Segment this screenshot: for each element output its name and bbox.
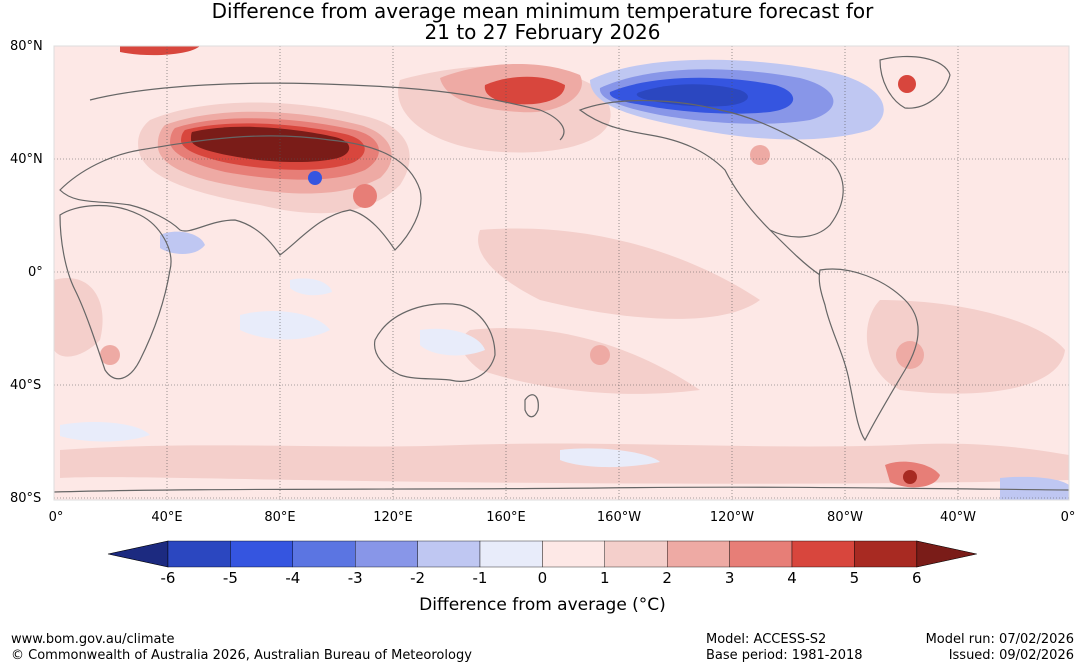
lon-label-0-left: 0° [48,510,64,525]
lon-label-80w: 80°W [827,510,863,525]
anomaly-fields [54,46,1069,500]
anomaly-region-arabian-sea-cold [160,231,205,254]
anomaly-region-indian-ocean-cold [240,310,330,340]
anomaly-region-tibet-cold [308,171,322,185]
coastline-central-america [769,229,821,276]
colorbar-segment [417,540,481,568]
colorbar-segment [854,540,918,568]
colorbar-segment [667,540,730,568]
colorbar-tick-label: -2 [410,569,426,587]
anomaly-region-central-pacific [478,228,760,319]
anomaly-region-south-atlantic [866,300,1065,394]
colorbar-extend-high [916,540,977,568]
anomaly-region-far-east-core [484,76,565,105]
coastline-europe-asia [59,135,422,256]
lon-label-120e: 120°E [373,510,413,525]
colorbar-tick-label: 2 [662,569,672,587]
anomaly-region-south-america-warm [896,341,924,369]
map-frame [53,45,1070,501]
lon-label-0-right: 0° [1060,510,1076,525]
colorbar-segment [479,540,543,568]
colorbar [107,540,977,568]
colorbar-segment [542,540,606,568]
footer-base-period: Base period: 1981-2018 [706,648,863,663]
colorbar-tick-label: -4 [285,569,301,587]
anomaly-region-greenland [898,75,916,93]
lon-label-80e: 80°E [264,510,296,525]
colorbar-tick-label: -3 [347,569,363,587]
footer-copyright: © Commonwealth of Australia 2026, Austra… [11,648,472,663]
anomaly-region-australia-cold [420,328,485,356]
coastline-greenland [879,55,951,109]
anomaly-region-asia-core [191,126,350,163]
lat-label-80s: 80°S [10,491,42,506]
lat-label-40s: 40°S [10,378,42,393]
anomaly-region-arctic-warm [120,46,200,56]
colorbar-segment [355,540,418,568]
colorbar-tick-label: 1 [600,569,610,587]
coastline-antarctica [53,486,1070,493]
colorbar-tick-label: 5 [849,569,860,587]
lat-label-80n: 80°N [10,39,43,54]
coastline-siberia [89,82,565,141]
lat-label-40n: 40°N [10,152,43,167]
anomaly-region-antarctic-peninsula-core [903,470,917,484]
anomaly-region-southern-ocean [60,443,1069,484]
footer-issued: Issued: 09/02/2026 [948,648,1074,663]
coastline-australia [373,303,496,382]
colorbar-tick-label: 0 [537,569,548,587]
coastline-new-zealand [524,394,539,418]
colorbar-tick-label: -5 [222,569,238,587]
anomaly-region-atlantic-warm [100,345,120,365]
anomaly-region-southern-ocean-cold [560,448,660,468]
colorbar-segment [791,540,855,568]
colorbar-tick-label: 6 [912,569,922,587]
colorbar-tick-label: 4 [787,569,797,587]
anomaly-region-us-warm [750,145,770,165]
anomaly-region-south-ocean-cold [60,421,150,442]
lon-label-120w: 120°W [709,510,755,525]
map-title-line-2: 21 to 27 February 2026 [424,20,661,44]
footer-website: www.bom.gov.au/climate [11,632,175,647]
colorbar-extend-low [107,540,169,568]
coastline-north-america [578,99,844,238]
coastline-south-america [818,268,919,442]
lon-label-40e: 40°E [151,510,183,525]
lat-label-equator: 0° [28,265,43,280]
colorbar-segment [292,540,356,568]
colorbar-tick-label: 3 [724,569,735,587]
coastline-africa [59,205,172,380]
colorbar-segment [604,540,668,568]
anomaly-region-west-africa [54,278,103,357]
colorbar-segment [230,540,293,568]
footer-model: Model: ACCESS-S2 [706,632,827,647]
lon-label-40w: 40°W [940,510,976,525]
lon-label-160e: 160°E [486,510,526,525]
colorbar-segment [729,540,793,568]
anomaly-region-mid-pacific-warm [590,345,610,365]
colorbar-segment [167,540,231,568]
anomaly-region-china-warm [353,184,377,208]
map-title-line-1: Difference from average mean minimum tem… [211,0,874,23]
anomaly-region-gulf-of-guinea-cold [290,278,332,296]
coastlines [53,55,1070,493]
lon-label-160w: 160°W [596,510,642,525]
footer-model-run: Model run: 07/02/2026 [925,632,1074,647]
colorbar-tick-label: -1 [472,569,488,587]
anomaly-region-south-pacific [461,328,700,394]
colorbar-label: Difference from average (°C) [419,595,666,615]
anomaly-region-south-atlantic-cold [1000,476,1069,500]
colorbar-tick-label: -6 [160,569,176,587]
